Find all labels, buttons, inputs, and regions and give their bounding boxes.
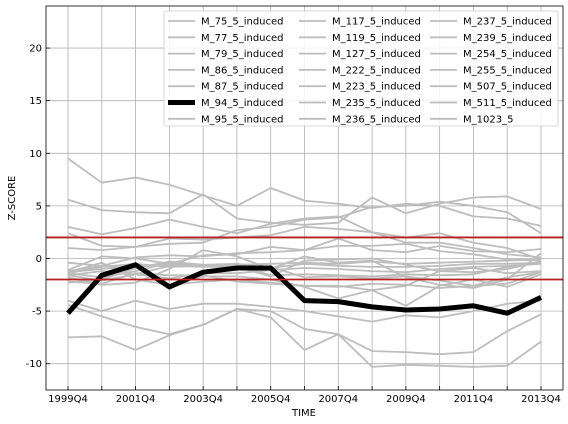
series-line-M_254_5_induced [67, 237, 542, 271]
legend-label: M_237_5_induced [463, 17, 552, 28]
series-lines [66, 157, 543, 368]
x-axis-ticks: 1999Q4 2001Q4 2003Q4 2005Q4 2007Q4 2009Q4 2011… [48, 386, 561, 405]
y-tick-label: 20 [29, 44, 42, 55]
series-line-M_94_5_induced [66, 262, 543, 316]
legend-label: M_86_5_induced [201, 65, 284, 76]
series-line-M_507_5_induced [67, 262, 542, 282]
legend-label: M_79_5_induced [201, 49, 284, 60]
x-tick-label: 2013Q4 [521, 394, 561, 405]
legend-label: M_117_5_induced [332, 17, 421, 28]
legend-label: M_119_5_induced [332, 33, 421, 44]
series-line-M_117_5_induced [67, 257, 542, 279]
series-line-M_75_5_induced [67, 157, 542, 227]
series-line-M_255_5_induced [67, 261, 542, 307]
legend-label: M_236_5_induced [332, 114, 421, 125]
x-tick-label: 2007Q4 [318, 394, 358, 405]
y-axis-label: Z-SCORE [7, 176, 18, 221]
x-tick-label: 2001Q4 [116, 394, 156, 405]
legend-label: M_127_5_induced [332, 49, 421, 60]
legend-label: M_75_5_induced [201, 17, 284, 28]
series-line-M_511_5_induced [67, 260, 542, 284]
series-line-M_87_5_induced [67, 225, 542, 259]
legend-label: M_511_5_induced [463, 98, 552, 109]
y-tick-label: 5 [36, 201, 42, 212]
legend-label: M_1023_5 [463, 114, 513, 125]
legend-label: M_223_5_induced [332, 82, 421, 93]
legend-box [163, 10, 559, 127]
x-tick-label: 1999Q4 [48, 394, 88, 405]
legend-label: M_235_5_induced [332, 98, 421, 109]
series-line-M_1023_5 [67, 258, 542, 275]
legend-label: M_94_5_induced [201, 98, 284, 109]
legend-label: M_222_5_induced [332, 65, 421, 76]
y-tick-label: -10 [26, 359, 42, 370]
y-axis-ticks: -10 -5 0 5 10 15 20 [26, 44, 50, 370]
legend-label: M_77_5_induced [201, 33, 284, 44]
y-tick-label: -5 [32, 307, 42, 318]
y-tick-label: 0 [36, 254, 42, 265]
legend-label: M_95_5_induced [201, 114, 284, 125]
y-tick-label: 10 [29, 149, 42, 160]
threshold-lines [46, 236, 563, 281]
legend-label: M_239_5_induced [463, 33, 552, 44]
series-line-M_86_5_induced [67, 200, 542, 248]
legend-label: M_255_5_induced [463, 65, 552, 76]
legend-label: M_87_5_induced [201, 82, 284, 93]
x-axis-label: TIME [291, 408, 316, 419]
x-tick-label: 2005Q4 [251, 394, 291, 405]
x-tick-label: 2009Q4 [386, 394, 426, 405]
series-line-M_77_5_induced [67, 193, 542, 226]
x-tick-label: 2003Q4 [183, 394, 223, 405]
series-line-M_236_5_induced [67, 299, 542, 323]
series-line-M_237_5_induced [67, 303, 542, 356]
y-tick-label: 15 [29, 96, 42, 107]
series-line-M_79_5_induced [67, 215, 542, 261]
x-tick-label: 2011Q4 [454, 394, 494, 405]
legend-label: M_507_5_induced [463, 82, 552, 93]
legend-label: M_254_5_induced [463, 49, 552, 60]
series-line-M_239_5_induced [67, 308, 542, 368]
legend: M_75_5_induced M_77_5_induced M_79_5_induc… [163, 10, 559, 127]
